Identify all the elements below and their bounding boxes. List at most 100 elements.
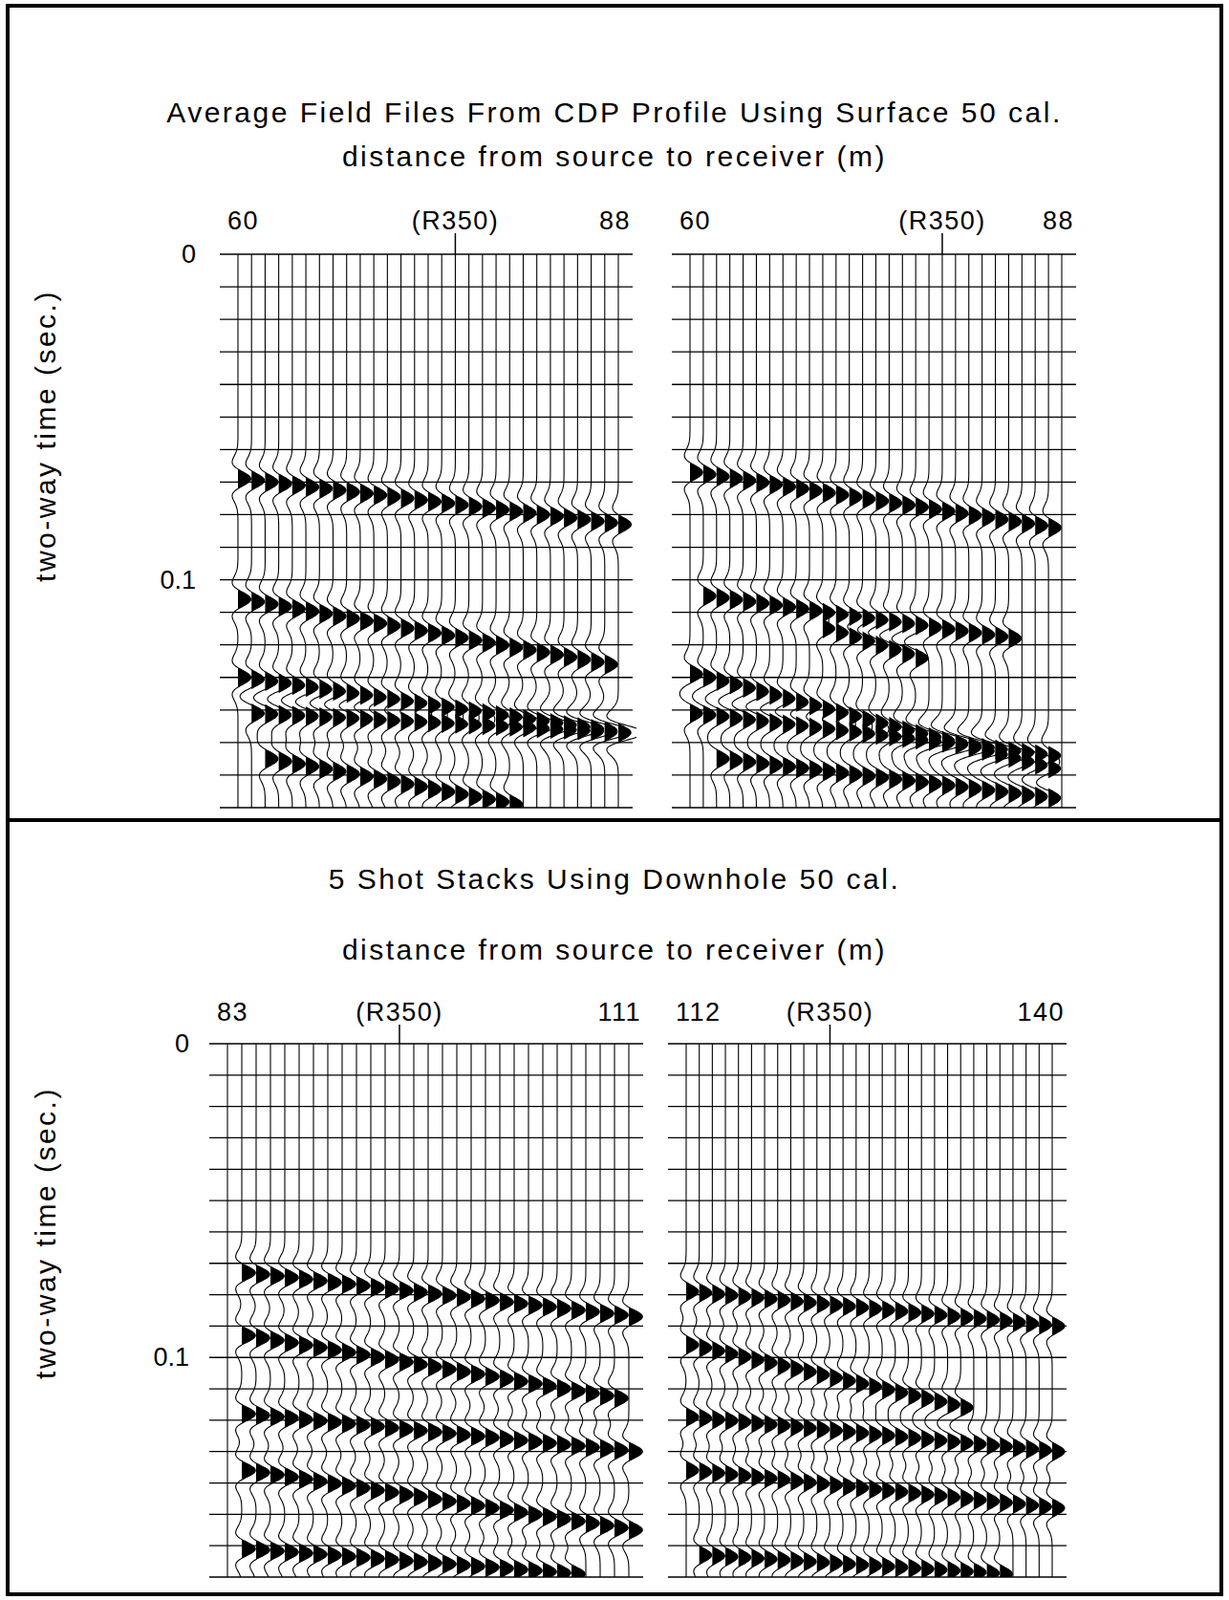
panel: 60(R350)88 [219, 206, 645, 815]
reflection-lobe [414, 490, 429, 510]
y-axis-title: two-way time (sec.) [29, 289, 62, 583]
reflection-lobe [428, 1552, 442, 1573]
reflection-lobe [385, 1279, 399, 1299]
trace [409, 254, 429, 808]
reflection-lobe [921, 1559, 934, 1577]
reflection-lobe [856, 1374, 869, 1394]
reflection-lobe [454, 784, 469, 804]
reflection-lobe [550, 645, 564, 665]
reflection-lobe [542, 1376, 557, 1396]
reflection-lobe [485, 1291, 499, 1311]
reflection-lobe [882, 1481, 895, 1501]
reflection-lobe [809, 717, 822, 737]
reflection-lobe [764, 1414, 777, 1434]
reflection-lobe [703, 668, 716, 688]
reflection-lobe [1052, 1498, 1065, 1518]
reflection-lobe [313, 1337, 327, 1358]
reflection-lobe [471, 1556, 485, 1576]
timing-line [668, 1199, 1067, 1201]
reflection-lobe [333, 605, 347, 626]
reflection-lobe [441, 781, 455, 801]
reflection-lobe [370, 1417, 385, 1437]
reflection-lobe [1034, 516, 1048, 536]
trace [422, 1043, 443, 1577]
reflection-lobe [1008, 783, 1021, 803]
reflection-lobe [428, 1284, 442, 1304]
reflection-lobe [279, 673, 293, 693]
reflection-lobe [600, 1439, 614, 1459]
reflection-lobe [869, 1479, 883, 1499]
reflection-lobe [738, 1347, 752, 1367]
reflection-lobe [523, 640, 538, 660]
reflection-lobe [413, 1421, 428, 1441]
reflection-lobe [414, 776, 429, 797]
reflection-lobe [485, 1557, 499, 1577]
reflection-lobe [241, 1461, 256, 1481]
reflection-lobe [614, 1305, 628, 1325]
reflection-lobe [803, 1552, 817, 1572]
trace [435, 254, 455, 808]
reflection-lobe [550, 719, 564, 739]
trace [850, 1043, 869, 1577]
reflection-lobe [373, 687, 388, 707]
timing-line [671, 416, 1077, 418]
reflection-lobe [1008, 628, 1021, 648]
trace [309, 254, 332, 808]
reflection-lobe [327, 1545, 342, 1565]
reflection-lobe [251, 703, 265, 723]
reflection-lobe [313, 1271, 327, 1291]
trace [281, 254, 306, 808]
reflection-lobe [915, 647, 928, 668]
trace [508, 1043, 529, 1577]
x-tick-label: 111 [597, 997, 642, 1027]
trace [679, 254, 703, 808]
reflection-lobe [796, 478, 809, 498]
trace [295, 254, 319, 808]
reflection-lobe [725, 1285, 738, 1305]
reflection-lobe [399, 1485, 413, 1505]
reflection-lobe [699, 1408, 712, 1428]
reflection-lobe [428, 1489, 442, 1510]
reflection-lobe [703, 464, 716, 484]
reflection-lobe [399, 1280, 413, 1300]
trace [1046, 1043, 1065, 1577]
reflection-lobe [279, 751, 293, 771]
reflection-lobe [319, 679, 333, 699]
reflection-lobe [251, 470, 265, 490]
trace [814, 254, 837, 808]
reflection-lobe [934, 1392, 948, 1412]
reflection-lobe [528, 1295, 542, 1316]
reflection-lobe [849, 722, 863, 742]
timing-line [219, 741, 633, 743]
trace [307, 1043, 328, 1577]
trace [1036, 254, 1062, 808]
reflection-lobe [509, 501, 523, 521]
reflection-lobe [876, 725, 889, 745]
trace [862, 1043, 882, 1577]
timing-line [671, 579, 1077, 581]
reflection-lobe [703, 705, 716, 725]
reflection-lobe [1026, 1314, 1039, 1334]
trace [522, 1043, 543, 1577]
timing-line [209, 1168, 644, 1170]
timing-line [209, 1137, 644, 1139]
reflection-lobe [1026, 1495, 1039, 1515]
reflection-lobe [928, 617, 942, 637]
reflection-lobe [284, 1333, 299, 1353]
trace [465, 1043, 486, 1577]
timing-line [671, 611, 1077, 613]
reflection-lobe [869, 1424, 883, 1445]
reflection-lobe [256, 1328, 270, 1348]
reflection-lobe [755, 754, 769, 774]
reflection-lobe [686, 1281, 699, 1301]
reflection-lobe [373, 485, 388, 505]
reflection-lobe [471, 1426, 485, 1446]
reflection-lobe [346, 764, 361, 784]
reflection-lobe [557, 1435, 571, 1455]
reflection-lobe [401, 711, 415, 731]
trace [367, 254, 388, 808]
reflection-lobe [571, 1511, 585, 1531]
reflection-lobe [915, 615, 928, 635]
reflection-lobe [790, 1551, 803, 1571]
x-axis-title: distance from source to receiver (m) [342, 933, 887, 966]
